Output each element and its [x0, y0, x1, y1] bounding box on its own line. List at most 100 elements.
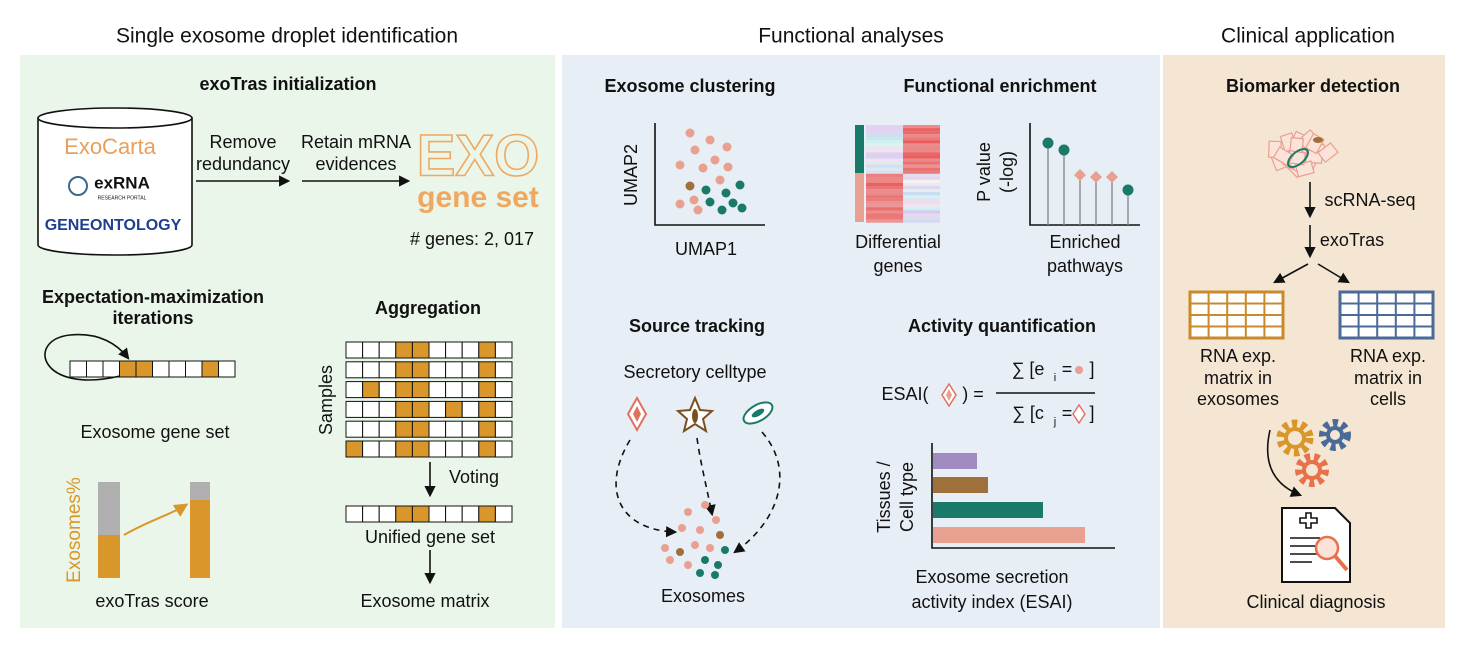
heat-cell	[866, 192, 903, 196]
cell	[461, 440, 480, 458]
axis-label: Exosomes%	[64, 477, 85, 583]
formula: ∑ [e	[1012, 359, 1045, 379]
cell	[411, 381, 430, 399]
caption: Unified gene set	[365, 527, 495, 547]
cell	[395, 440, 413, 458]
cell	[461, 420, 480, 438]
shape	[123, 503, 189, 536]
cell	[478, 505, 496, 523]
dot	[705, 197, 715, 207]
heat-cell	[866, 216, 903, 220]
heat-cell	[866, 155, 903, 159]
heat-cell	[866, 167, 903, 171]
shape	[1284, 427, 1306, 449]
cell	[362, 440, 380, 458]
cell	[428, 440, 447, 458]
dot	[701, 185, 711, 195]
cell	[345, 341, 364, 359]
cell	[494, 505, 513, 523]
heat-cell	[903, 179, 940, 184]
heat-cell	[903, 213, 940, 217]
cell	[411, 361, 430, 379]
arrow	[1266, 429, 1303, 497]
block-title: Biomarker detection	[1226, 76, 1400, 96]
caption: activity index (ESAI)	[911, 592, 1072, 612]
step-label: Remove	[209, 132, 276, 152]
cell	[494, 361, 513, 379]
formula: ESAI(	[881, 384, 928, 404]
head	[1106, 171, 1118, 183]
dot	[690, 145, 700, 155]
heat-cell	[903, 143, 940, 147]
caption: matrix in	[1354, 368, 1422, 388]
cell	[362, 400, 380, 418]
dot	[721, 546, 729, 554]
dot	[685, 128, 695, 138]
score-bars	[98, 482, 210, 578]
axis-label: P value	[974, 142, 994, 202]
heat-cell	[866, 213, 903, 217]
axis-label: Tissues /	[874, 461, 894, 532]
heat-cell	[903, 195, 940, 199]
dot	[728, 198, 738, 208]
cell	[494, 400, 513, 418]
cell	[445, 341, 463, 359]
database-name: exRNA	[94, 173, 150, 192]
cell	[478, 400, 496, 418]
formula: =	[1062, 403, 1073, 423]
cell	[152, 360, 170, 378]
heat-cell	[866, 195, 903, 199]
cell	[362, 341, 380, 359]
database-cylinder	[37, 107, 193, 256]
formula: ]	[1089, 359, 1094, 379]
heat-cell	[903, 186, 940, 190]
formula-sub: i	[1054, 372, 1056, 384]
cell	[345, 420, 364, 438]
head	[1090, 171, 1102, 183]
gene-row	[69, 360, 236, 378]
cell	[411, 440, 430, 458]
cell	[69, 360, 87, 378]
axes	[1029, 123, 1140, 226]
caption: exoTras score	[95, 591, 208, 611]
dot	[723, 162, 733, 172]
shape	[933, 502, 1043, 518]
caption: matrix in	[1204, 368, 1272, 388]
dot	[696, 526, 704, 534]
shape	[1276, 419, 1314, 457]
axis-label: (-log)	[997, 151, 1017, 193]
cell	[345, 440, 364, 458]
step-label: exoTras	[1320, 230, 1384, 250]
cell	[185, 360, 203, 378]
diamond-icon	[1072, 403, 1086, 425]
logo	[68, 176, 88, 196]
heat-cell	[866, 176, 903, 181]
block-title: Functional enrichment	[903, 76, 1096, 96]
scatter-dots	[675, 128, 747, 215]
illustrative-bars	[933, 453, 1085, 543]
heat-cell	[866, 204, 903, 208]
shape	[633, 406, 641, 422]
head	[1058, 144, 1070, 156]
heat-cell	[903, 192, 940, 196]
cell	[119, 360, 137, 378]
shape	[98, 482, 120, 535]
heat-cell	[866, 149, 903, 153]
shape	[98, 535, 120, 578]
heat-cell	[903, 189, 940, 193]
cell	[411, 505, 430, 523]
heatmap	[866, 125, 940, 223]
formula: ∑ [c	[1012, 403, 1044, 423]
cell	[378, 381, 397, 399]
diamond-icon	[946, 389, 952, 401]
cell	[395, 341, 413, 359]
cell	[478, 341, 496, 359]
cell-shape	[1317, 142, 1339, 164]
caption: pathways	[1047, 256, 1123, 276]
shape	[933, 527, 1085, 543]
heat-cell	[903, 155, 940, 159]
head	[1042, 137, 1054, 149]
section-title: Single exosome droplet identification	[116, 25, 458, 48]
axis-label: Cell type	[897, 462, 917, 532]
